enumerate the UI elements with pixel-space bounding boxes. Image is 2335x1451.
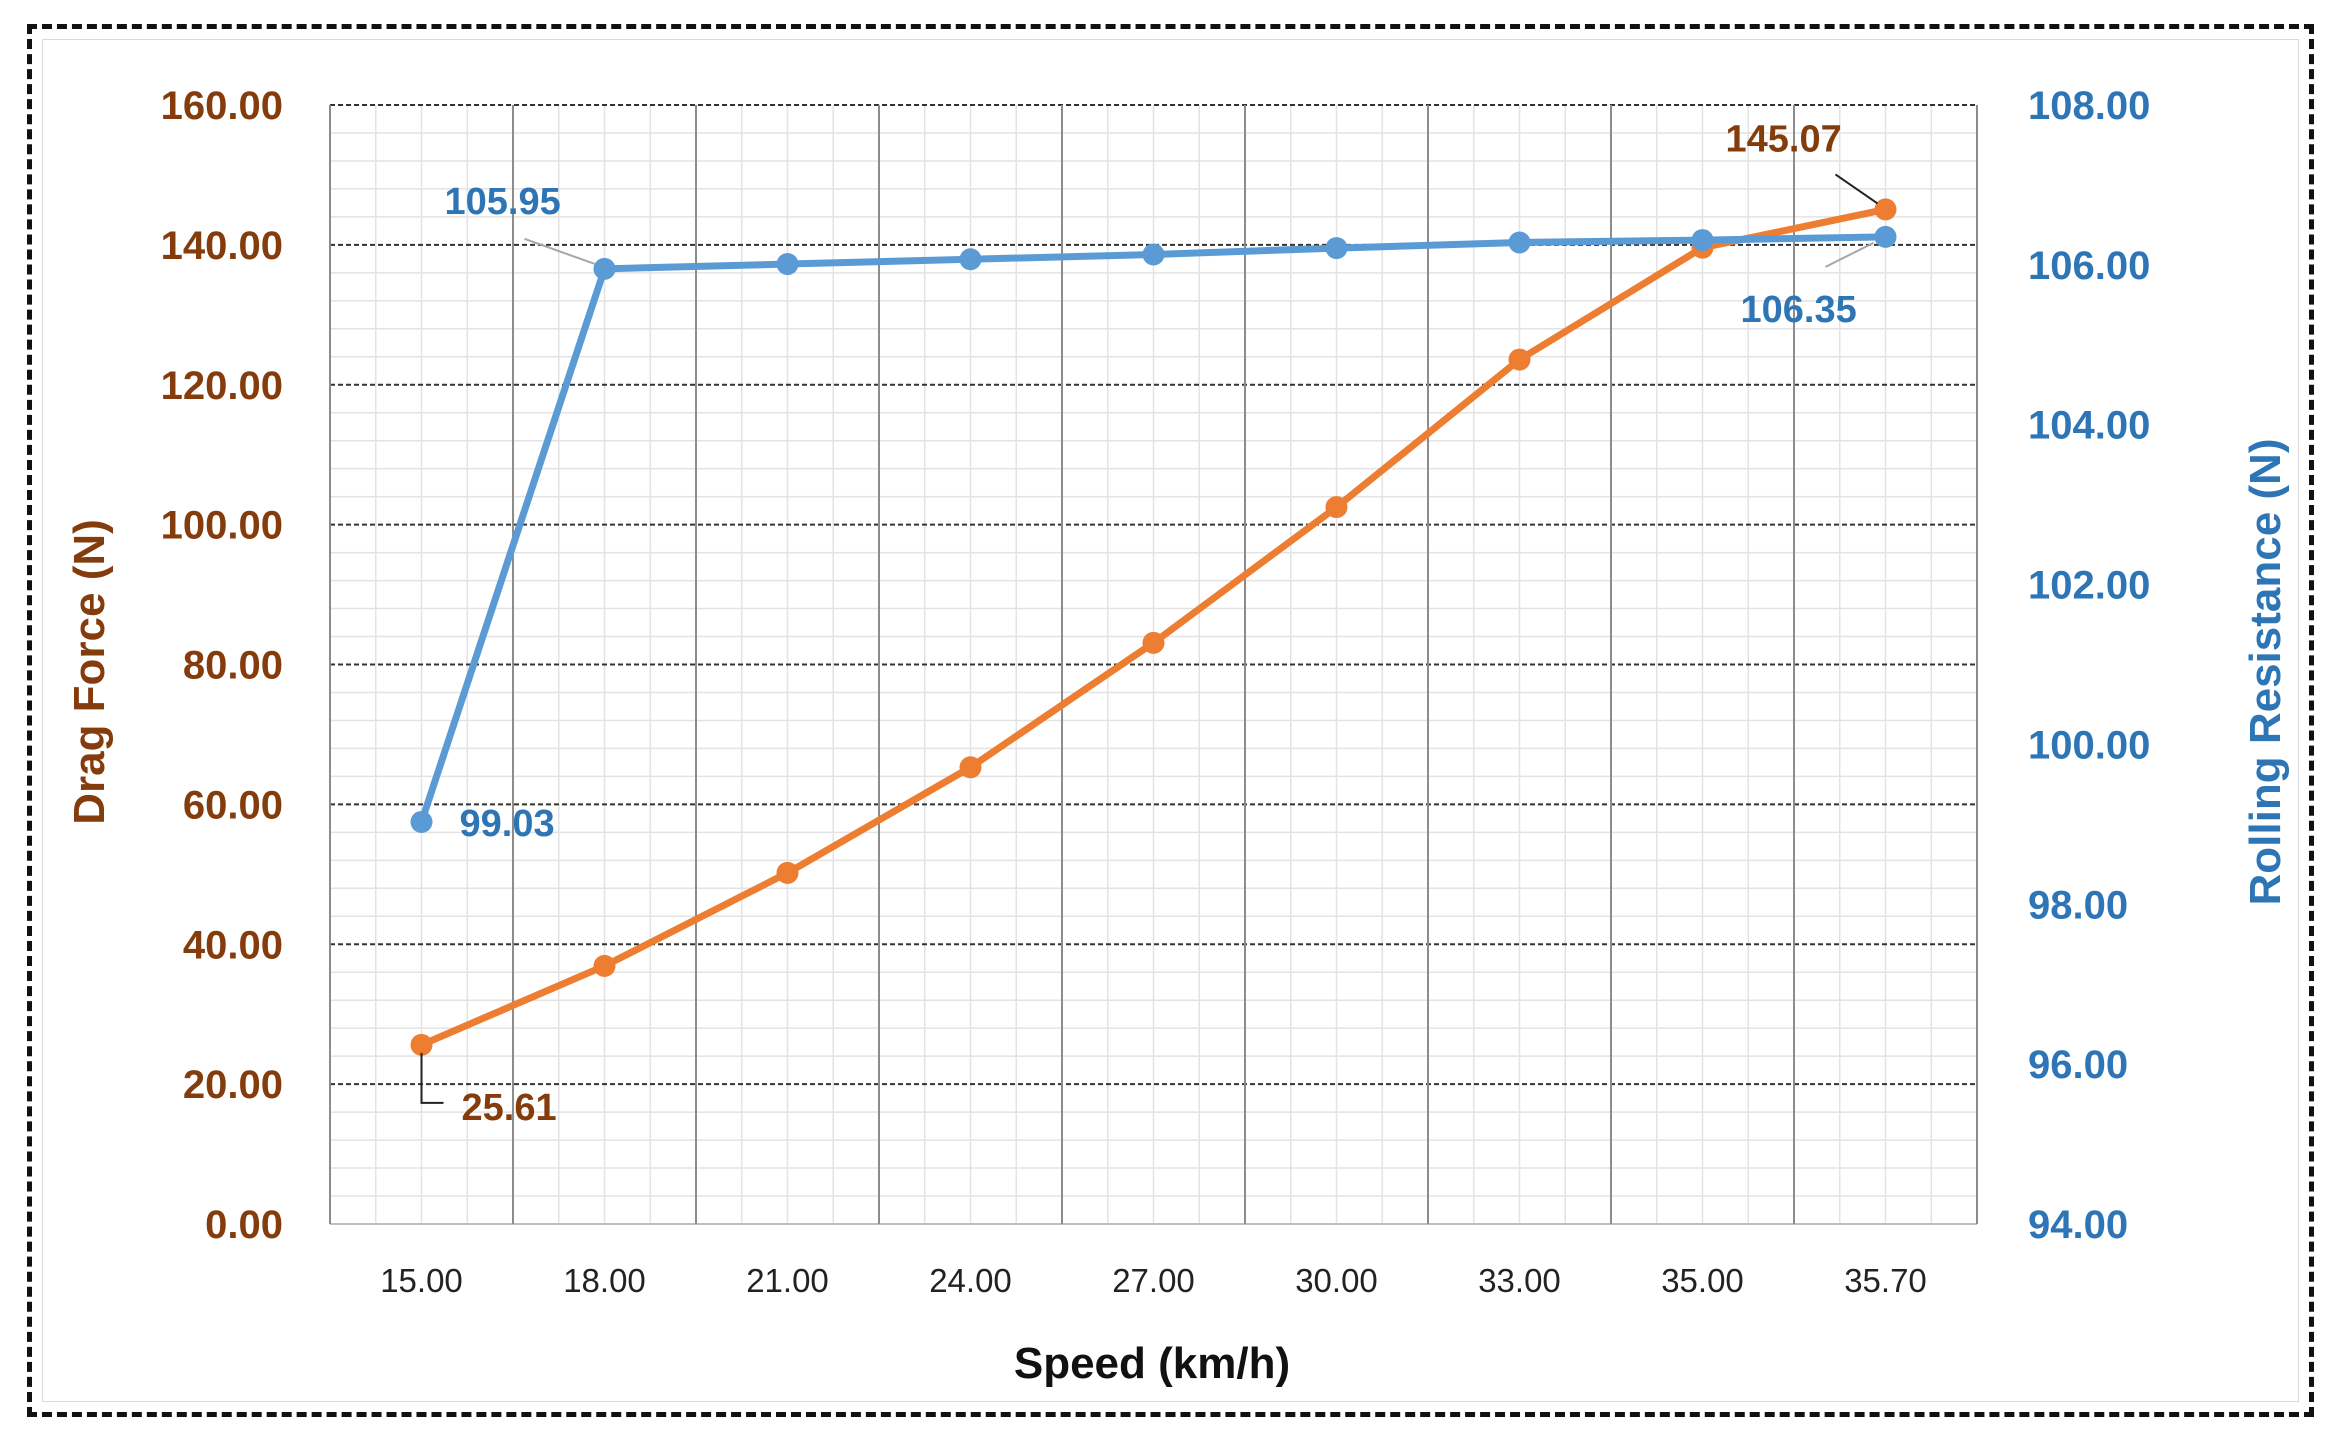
data-point bbox=[1325, 496, 1348, 519]
x-tick-label: 24.00 bbox=[929, 1262, 1012, 1299]
left-tick-label: 60.00 bbox=[183, 783, 283, 827]
data-label: 106.35 bbox=[1741, 289, 1857, 331]
left-tick-label: 40.00 bbox=[183, 923, 283, 967]
x-tick-label: 33.00 bbox=[1478, 1262, 1561, 1299]
series-layer bbox=[410, 198, 1897, 1056]
data-point bbox=[1691, 229, 1714, 252]
chart-area-border bbox=[42, 39, 2299, 1402]
left-tick-label: 100.00 bbox=[161, 504, 283, 548]
x-tick-label: 18.00 bbox=[563, 1262, 646, 1299]
x-axis-title: Speed (km/h) bbox=[1014, 1339, 1290, 1388]
data-point bbox=[959, 756, 982, 779]
data-point bbox=[1142, 243, 1165, 266]
label-leader-line bbox=[524, 237, 595, 265]
vertical-gridlines bbox=[329, 105, 1978, 1224]
left-tick-label: 120.00 bbox=[161, 364, 283, 408]
x-tick-label: 15.00 bbox=[380, 1262, 463, 1299]
right-tick-label: 100.00 bbox=[2028, 723, 2150, 767]
data-point bbox=[1508, 348, 1531, 371]
left-axis-title: Drag Force (N) bbox=[65, 519, 114, 825]
x-tick-label: 30.00 bbox=[1295, 1262, 1378, 1299]
left-tick-label: 0.00 bbox=[205, 1203, 283, 1247]
x-tick-label: 35.00 bbox=[1661, 1262, 1744, 1299]
data-point bbox=[1325, 237, 1348, 260]
right-axis-title: Rolling Resistance (N) bbox=[2241, 439, 2290, 906]
left-tick-label: 140.00 bbox=[161, 224, 283, 268]
minor-gridlines bbox=[330, 105, 1977, 1224]
data-labels: 25.61 145.07 99.03 105.95 106.35 bbox=[420, 118, 1879, 1129]
data-point bbox=[1508, 231, 1531, 254]
data-label: 25.61 bbox=[462, 1087, 557, 1129]
data-label: 105.95 bbox=[445, 181, 561, 223]
left-tick-label: 80.00 bbox=[183, 644, 283, 688]
data-point bbox=[410, 1033, 433, 1056]
data-label: 99.03 bbox=[460, 803, 555, 845]
right-tick-label: 106.00 bbox=[2028, 244, 2150, 288]
data-point bbox=[1874, 198, 1897, 221]
right-tick-label: 94.00 bbox=[2028, 1203, 2128, 1247]
label-leader-line bbox=[1825, 241, 1874, 268]
label-leader-line bbox=[1834, 173, 1879, 205]
right-tick-label: 98.00 bbox=[2028, 883, 2128, 927]
drag-force-series bbox=[410, 198, 1897, 1056]
data-point bbox=[959, 248, 982, 271]
data-point bbox=[1874, 225, 1897, 248]
left-tick-label: 20.00 bbox=[183, 1063, 283, 1107]
chart-frame bbox=[27, 24, 2314, 1417]
data-point bbox=[776, 253, 799, 276]
rolling-resistance-series bbox=[410, 225, 1897, 833]
right-tick-label: 96.00 bbox=[2028, 1043, 2128, 1087]
right-axis-ticks: 94.00 96.00 98.00 100.00 102.00 104.00 106.00 1… bbox=[2028, 84, 2150, 1247]
data-point bbox=[1142, 631, 1165, 654]
x-axis-ticks: 15.00 18.00 21.00 24.00 27.00 30.00 33.00 35.00… bbox=[380, 1262, 1927, 1299]
x-tick-label: 35.70 bbox=[1844, 1262, 1927, 1299]
x-tick-label: 27.00 bbox=[1112, 1262, 1195, 1299]
right-tick-label: 104.00 bbox=[2028, 404, 2150, 448]
data-point bbox=[593, 257, 616, 280]
data-point bbox=[410, 810, 433, 833]
left-tick-label: 160.00 bbox=[161, 84, 283, 128]
data-label: 145.07 bbox=[1726, 118, 1842, 160]
data-point bbox=[593, 954, 616, 977]
x-tick-label: 21.00 bbox=[746, 1262, 829, 1299]
right-tick-label: 102.00 bbox=[2028, 564, 2150, 608]
data-point bbox=[776, 861, 799, 884]
label-leader-line bbox=[420, 1052, 444, 1104]
right-tick-label: 108.00 bbox=[2028, 84, 2150, 128]
left-axis-ticks: 0.00 20.00 40.00 60.00 80.00 100.00 120.00 140.… bbox=[161, 84, 283, 1247]
